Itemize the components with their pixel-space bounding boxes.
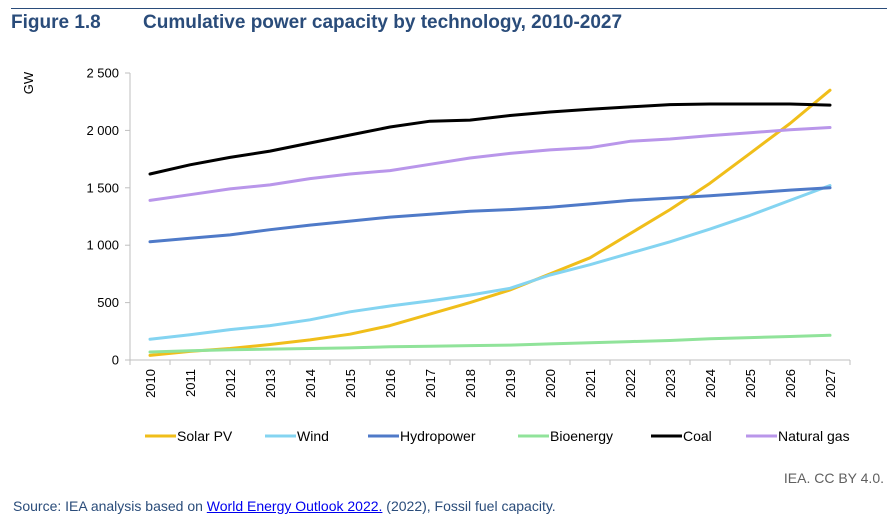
x-tick-label: 2012 [223,369,238,398]
legend-label-wind: Wind [297,428,329,444]
y-tick-label: 1 500 [86,180,119,195]
legend: Solar PV Wind Hydropower Bioenergy Coal Natur… [145,428,850,444]
x-tick-label: 2010 [143,369,158,398]
y-tick-label: 1 000 [86,238,119,253]
y-tick-label: 500 [97,295,119,310]
capacity-line-chart: GW 0 500 1 000 1 500 2 000 2 500 2010 2011 2012 2… [21,66,851,444]
legend-label-coal: Coal [683,428,712,444]
x-tick-label: 2017 [423,369,438,398]
legend-label-natural-gas: Natural gas [778,428,850,444]
x-tick-label: 2019 [503,369,518,398]
x-tick-label: 2021 [583,369,598,398]
y-tick-label: 0 [112,353,119,368]
x-tick-label: 2023 [663,369,678,398]
legend-label-hydropower: Hydropower [400,428,476,444]
series-lines [148,88,832,357]
x-tick-label: 2027 [823,369,838,398]
legend-label-solar-pv: Solar PV [177,428,233,444]
x-tick-label: 2015 [343,369,358,398]
figure-number: Figure 1.8 [11,12,101,33]
y-tick-label: 2 500 [86,66,119,81]
x-tick-label: 2011 [183,369,198,397]
x-tick-label: 2024 [703,369,718,398]
x-tick-label: 2016 [383,369,398,398]
series-line-hydropower [148,186,832,244]
axes: 0 500 1 000 1 500 2 000 2 500 2010 2011 2012 2013… [86,66,851,398]
x-tick-label: 2020 [543,369,558,398]
x-tick-label: 2018 [463,369,478,398]
series-line-coal [148,102,832,176]
series-line-bioenergy [148,333,832,354]
source-link[interactable]: World Energy Outlook 2022. [206,498,383,514]
source-prefix: Source: IEA analysis based on [13,498,207,514]
x-tick-label: 2026 [783,369,798,398]
x-tick-label: 2014 [303,369,318,398]
x-tick-label: 2022 [623,369,638,398]
source-note: Source: IEA analysis based on World Ener… [13,498,556,514]
series-line-wind [148,184,832,341]
y-tick-label: 2 000 [86,123,119,138]
series-line-natural-gas [148,126,832,202]
license-credit: IEA. CC BY 4.0. [783,470,884,486]
figure-title: Cumulative power capacity by technology,… [143,12,623,33]
y-axis-label: GW [21,71,36,94]
top-rule [11,8,887,9]
legend-label-bioenergy: Bioenergy [550,428,613,444]
series-line-solar-pv [148,88,832,357]
x-tick-label: 2013 [263,369,278,398]
x-tick-label: 2025 [743,369,758,398]
source-suffix: (2022), Fossil fuel capacity. [382,498,556,514]
